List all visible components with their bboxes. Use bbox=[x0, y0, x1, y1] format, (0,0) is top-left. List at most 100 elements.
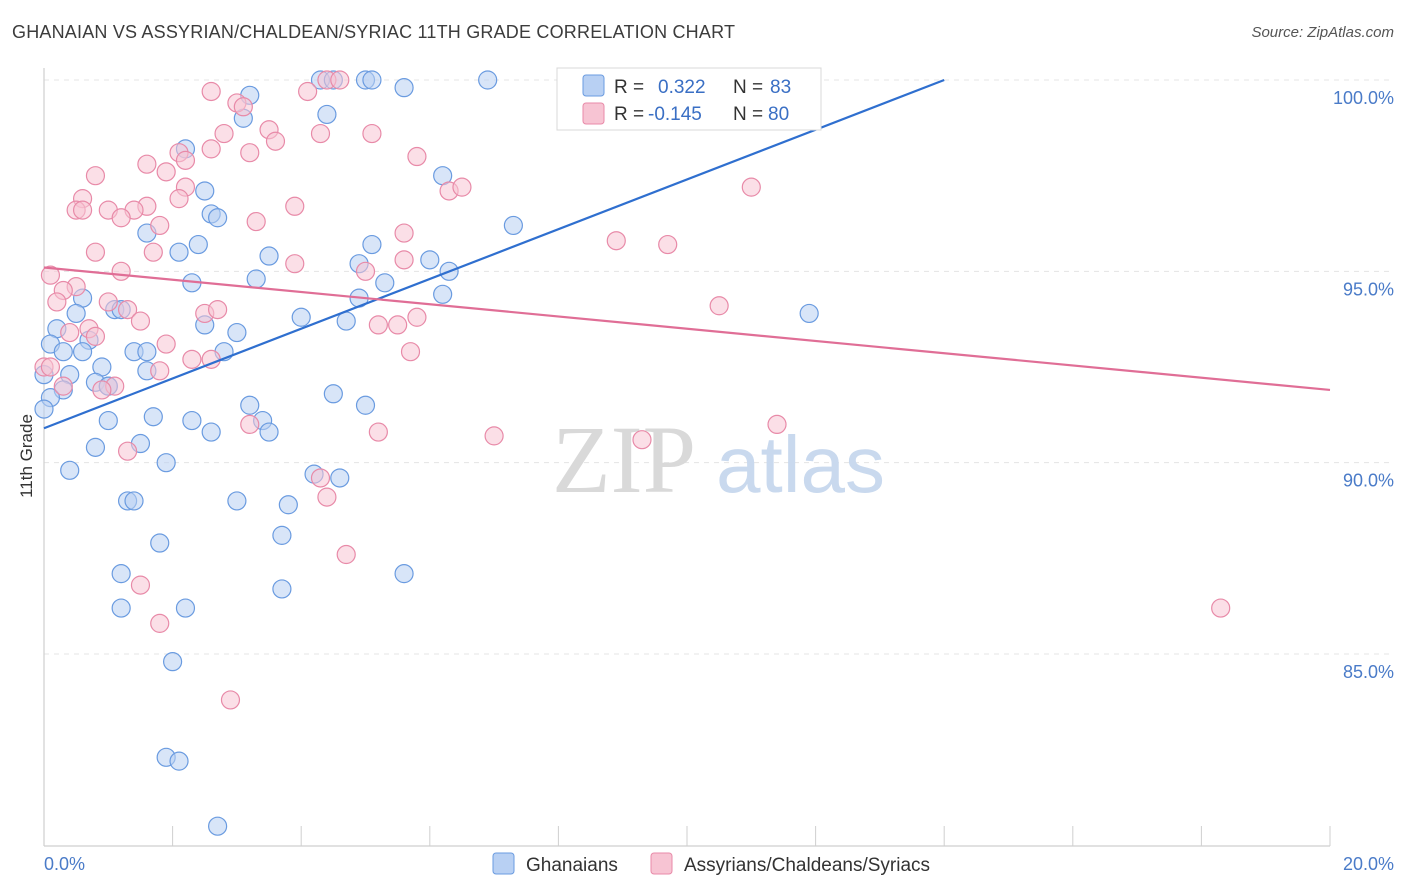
assyrians-point-78 bbox=[130, 575, 151, 595]
stats-legend-swatch-assyrians bbox=[582, 102, 605, 125]
ghanaians-point-14 bbox=[208, 208, 228, 228]
assyrians-point-22 bbox=[741, 177, 761, 197]
stats-r-value-ghanaians: 0.322 bbox=[658, 77, 706, 98]
chart-title: GHANAIAN VS ASSYRIAN/CHALDEAN/SYRIAC 11T… bbox=[12, 22, 736, 42]
assyrians-point-10 bbox=[201, 139, 221, 159]
assyrians-point-58 bbox=[85, 326, 106, 346]
series-assyrians-points bbox=[34, 70, 1231, 710]
assyrians-point-24 bbox=[169, 189, 189, 209]
assyrians-point-46 bbox=[47, 292, 67, 312]
ghanaians-point-3 bbox=[362, 70, 382, 90]
assyrians-point-60 bbox=[400, 342, 421, 362]
assyrians-point-5 bbox=[233, 97, 253, 117]
assyrians-point-51 bbox=[709, 296, 729, 316]
assyrians-point-21 bbox=[452, 177, 472, 197]
trend-line-ghanaians bbox=[43, 78, 945, 430]
x-tick-label-20: 20.0% bbox=[1343, 854, 1394, 874]
y-tick-label-90: 90.0% bbox=[1343, 471, 1394, 491]
assyrians-point-47 bbox=[98, 292, 118, 312]
assyrians-point-63 bbox=[150, 361, 170, 381]
assyrians-point-81 bbox=[1211, 598, 1231, 618]
ghanaians-point-17 bbox=[362, 234, 382, 255]
assyrians-point-9 bbox=[214, 123, 234, 144]
ghanaians-point-11 bbox=[195, 181, 215, 201]
ghanaians-point-83 bbox=[169, 751, 189, 771]
ghanaians-point-77 bbox=[394, 564, 414, 584]
assyrians-point-61 bbox=[182, 349, 202, 369]
ghanaians-point-81 bbox=[163, 652, 183, 672]
assyrians-point-11 bbox=[265, 131, 286, 151]
assyrians-point-36 bbox=[658, 234, 678, 255]
assyrians-point-15 bbox=[407, 146, 427, 167]
assyrians-point-80 bbox=[220, 690, 241, 710]
assyrians-point-50 bbox=[208, 300, 228, 320]
ghanaians-point-73 bbox=[278, 495, 298, 515]
ghanaians-point-84 bbox=[208, 816, 228, 836]
ghanaians-point-55 bbox=[240, 395, 260, 415]
ghanaians-point-79 bbox=[111, 598, 131, 618]
ghanaians-point-74 bbox=[272, 525, 292, 545]
assyrians-point-65 bbox=[40, 357, 61, 377]
ghanaians-point-20 bbox=[420, 250, 440, 270]
stats-n-value-assyrians: 80 bbox=[768, 104, 789, 125]
assyrians-point-57 bbox=[60, 322, 80, 343]
watermark-atlas: atlas bbox=[716, 420, 885, 509]
assyrians-point-71 bbox=[484, 426, 504, 446]
ghanaians-point-24 bbox=[246, 269, 266, 289]
assyrians-point-69 bbox=[240, 414, 260, 434]
legend-label-assyrians: Assyrians/Chaldeans/Syriacs bbox=[684, 855, 930, 876]
ghanaians-point-76 bbox=[111, 564, 131, 584]
assyrians-point-79 bbox=[150, 613, 170, 633]
stats-legend-swatch-ghanaians bbox=[582, 74, 605, 97]
ghanaians-point-18 bbox=[169, 242, 189, 262]
series-legend: Ghanaians Assyrians/Chaldeans/Syriacs bbox=[492, 852, 930, 876]
ghanaians-point-19 bbox=[259, 246, 279, 266]
assyrians-point-77 bbox=[336, 544, 356, 565]
ghanaians-point-78 bbox=[272, 579, 292, 599]
y-tick-label-85: 85.0% bbox=[1343, 662, 1394, 682]
assyrians-point-41 bbox=[111, 261, 131, 281]
stats-r-value-assyrians: -0.145 bbox=[648, 104, 702, 125]
ghanaians-point-72 bbox=[124, 491, 144, 511]
ghanaians-point-29 bbox=[799, 303, 819, 324]
ghanaians-point-16 bbox=[188, 234, 208, 255]
ghanaians-point-62 bbox=[259, 422, 279, 442]
assyrians-point-14 bbox=[175, 150, 196, 170]
assyrians-point-12 bbox=[240, 143, 260, 163]
assyrians-point-35 bbox=[606, 231, 626, 251]
ghanaians-point-80 bbox=[175, 598, 196, 618]
ghanaians-point-69 bbox=[330, 468, 350, 488]
ghanaians-point-43 bbox=[137, 342, 157, 362]
assyrians-point-2 bbox=[330, 70, 350, 90]
assyrians-point-26 bbox=[285, 196, 305, 216]
ghanaians-point-57 bbox=[34, 399, 54, 419]
trend-line-assyrians bbox=[43, 266, 1331, 392]
ghanaians-point-7 bbox=[317, 104, 337, 125]
legend-swatch-ghanaians bbox=[492, 852, 515, 875]
stats-legend: R = 0.322 N = 83 R = -0.145 N = 80 bbox=[556, 67, 822, 131]
ghanaians-point-4 bbox=[478, 70, 498, 90]
assyrians-point-32 bbox=[150, 215, 170, 236]
assyrians-point-53 bbox=[130, 311, 151, 331]
assyrians-point-59 bbox=[156, 334, 176, 354]
assyrians-point-55 bbox=[388, 315, 408, 335]
assyrians-point-76 bbox=[317, 487, 337, 507]
assyrians-point-75 bbox=[310, 468, 331, 488]
assyrians-point-34 bbox=[394, 223, 414, 243]
series-ghanaians-points bbox=[34, 70, 819, 836]
assyrians-point-74 bbox=[117, 441, 138, 461]
assyrians-point-31 bbox=[111, 208, 131, 228]
assyrians-point-33 bbox=[246, 211, 266, 232]
assyrians-point-18 bbox=[85, 166, 106, 186]
assyrians-point-43 bbox=[355, 261, 376, 281]
y-axis-tick-labels: 100.0% 95.0% 90.0% 85.0% bbox=[1333, 88, 1394, 682]
ghanaians-point-37 bbox=[227, 322, 247, 343]
ghanaians-point-5 bbox=[394, 78, 414, 98]
ghanaians-point-56 bbox=[355, 395, 376, 415]
ghanaians-point-59 bbox=[182, 410, 202, 431]
stats-r-label-ghanaians: R = bbox=[614, 77, 644, 98]
y-tick-label-100: 100.0% bbox=[1333, 88, 1394, 108]
ghanaians-point-26 bbox=[433, 284, 453, 304]
ghanaians-point-66 bbox=[156, 453, 176, 473]
